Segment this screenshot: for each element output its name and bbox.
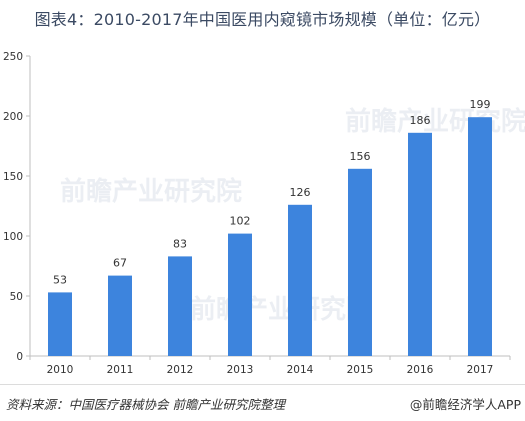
- data-label: 156: [350, 150, 371, 163]
- bar: [48, 292, 72, 356]
- bar: [348, 168, 372, 356]
- data-label: 102: [230, 215, 251, 228]
- y-tick-label: 50: [10, 291, 23, 303]
- x-tick-label: 2010: [47, 364, 74, 376]
- source-note: 资料来源：中国医疗器械协会 前瞻产业研究院整理: [6, 397, 285, 412]
- bars-group: [48, 117, 492, 356]
- y-tick-label: 250: [3, 51, 23, 63]
- watermark-group: 前瞻产业研究院 前瞻产业研究院 前瞻产业研究院: [60, 106, 525, 325]
- x-tick-label: 2015: [347, 364, 374, 376]
- data-label: 53: [53, 273, 67, 286]
- y-axis: 0 50 100 150 200 250: [3, 51, 31, 363]
- x-tick-label: 2011: [107, 364, 134, 376]
- chart-title: 图表4：2010-2017年中国医用内窥镜市场规模（单位：亿元）: [34, 10, 491, 29]
- bar: [288, 204, 312, 356]
- footer-divider: [0, 384, 525, 385]
- y-tick-label: 100: [3, 231, 23, 243]
- y-tick-label: 200: [3, 111, 23, 123]
- data-label: 83: [173, 237, 187, 250]
- bar: [408, 132, 432, 356]
- bar-chart: 前瞻产业研究院 前瞻产业研究院 前瞻产业研究院 050100150200250 …: [3, 51, 525, 376]
- bar: [228, 233, 252, 356]
- watermark-text: 前瞻产业研究院: [190, 294, 372, 325]
- x-tick-label: 2014: [287, 364, 314, 376]
- x-axis: 2010 2011 2012 2013 2014 2015 2016 2017: [29, 355, 511, 376]
- data-label: 126: [290, 186, 311, 199]
- x-tick-label: 2017: [467, 364, 494, 376]
- bar: [468, 117, 492, 356]
- data-label: 186: [410, 114, 431, 127]
- data-labels-group: 53 67 83 102 126 156 186 199: [53, 98, 491, 286]
- data-label: 199: [470, 98, 491, 111]
- y-tick-label: 0: [16, 351, 23, 363]
- bar: [108, 275, 132, 356]
- x-tick-label: 2012: [167, 364, 194, 376]
- data-label: 67: [113, 257, 127, 270]
- watermark-text: 前瞻产业研究院: [345, 106, 525, 137]
- x-tick-label: 2016: [407, 364, 434, 376]
- watermark-text: 前瞻产业研究院: [60, 176, 242, 207]
- x-tick-label: 2013: [227, 364, 254, 376]
- y-tick-label: 150: [3, 171, 23, 183]
- brand-credit: @前瞻经济学人APP: [409, 397, 521, 412]
- bar: [168, 256, 192, 356]
